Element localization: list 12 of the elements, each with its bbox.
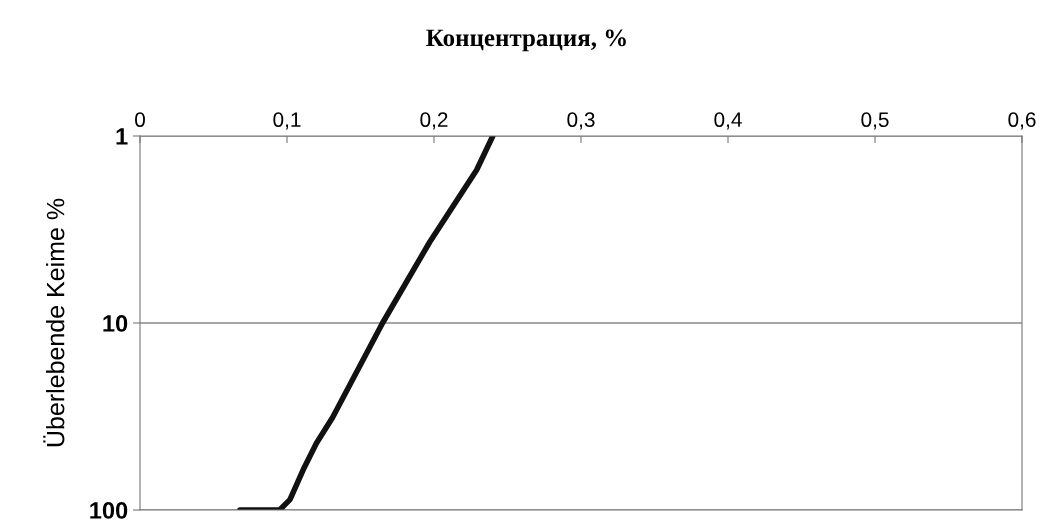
x-tick-label: 0,5 xyxy=(861,112,889,130)
x-tick-label: 0,4 xyxy=(714,112,742,130)
y-tick-label: 100 xyxy=(90,502,128,519)
x-tick-label: 0,2 xyxy=(420,112,448,130)
y-tick-label: 10 xyxy=(103,315,128,332)
y-tick-label: 1 xyxy=(116,128,128,145)
x-tick-label: 0,3 xyxy=(567,112,595,130)
x-tick-label: 0,1 xyxy=(273,112,301,130)
y-axis-title: Überlebende Keime % xyxy=(43,198,65,447)
x-tick-label: 0,6 xyxy=(1008,112,1036,130)
chart-title: Концентрация, % xyxy=(426,29,626,52)
x-tick-label: 0 xyxy=(135,112,145,128)
